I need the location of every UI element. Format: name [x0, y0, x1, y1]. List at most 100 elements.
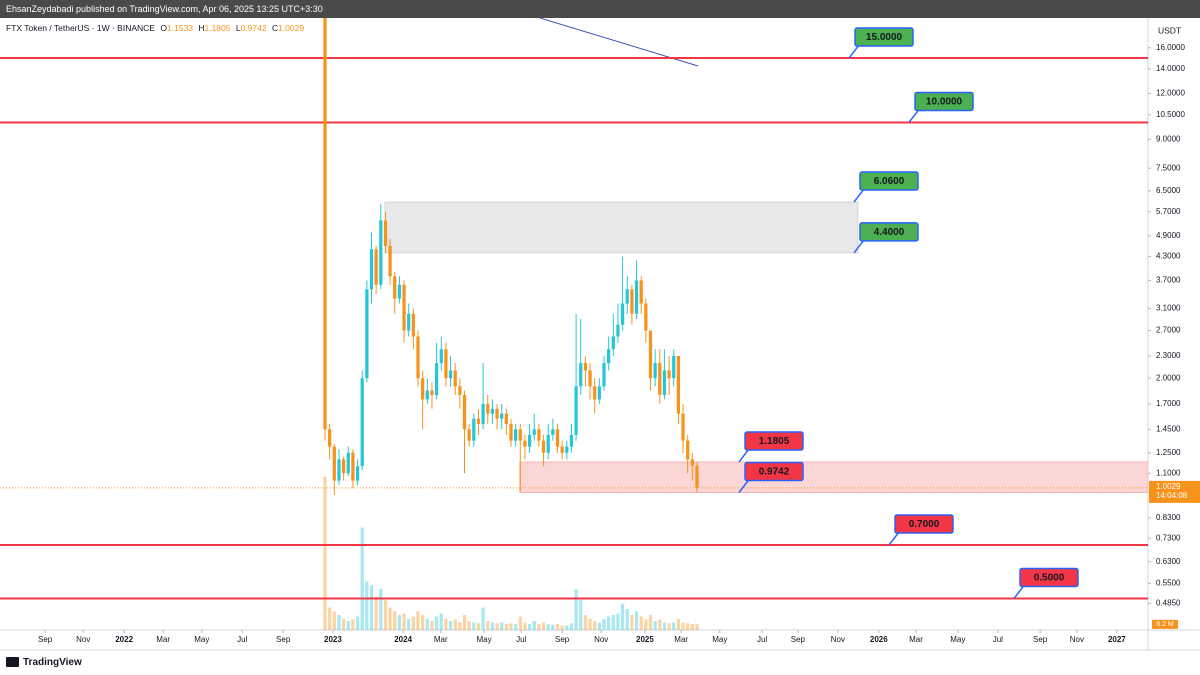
candle-body: [555, 429, 560, 447]
volume-bar: [448, 621, 453, 630]
volume-bar: [323, 476, 327, 630]
volume-badge-label: 8.2 M: [1156, 621, 1174, 628]
volume-bar: [495, 623, 499, 630]
level-label-box: [859, 222, 919, 242]
volume-bar: [328, 607, 332, 630]
volume-bar: [341, 618, 346, 630]
volume-bar: [686, 623, 690, 630]
symbol-legend: FTX Token / TetherUS · 1W · BINANCE O1.1…: [6, 23, 304, 33]
candle-body: [393, 276, 397, 299]
candle-body: [658, 363, 662, 395]
level-label-box: [914, 91, 974, 112]
volume-bar: [551, 624, 555, 630]
x-tick-label: Sep: [38, 635, 53, 644]
brand-text: TradingView: [23, 657, 82, 668]
label-pointer: [848, 44, 860, 59]
candle-body: [490, 408, 495, 414]
volume-bar: [532, 621, 536, 630]
candle-body: [383, 220, 388, 246]
volume-bar: [504, 624, 508, 630]
ohlc-value: 1.1805: [204, 23, 230, 33]
volume-badge: [1152, 619, 1178, 629]
volume-bar: [583, 615, 588, 630]
candle-body: [328, 429, 332, 447]
y-tick-label: 0.7300: [1156, 533, 1181, 542]
volume-bar: [383, 600, 388, 630]
volume-bar: [444, 618, 448, 630]
x-tick-label: Sep: [1033, 635, 1048, 644]
y-tick-label: 0.8300: [1156, 513, 1181, 522]
candle-body: [337, 459, 341, 481]
publisher-text: EhsanZeydabadi published on TradingView.…: [6, 4, 323, 14]
volume-bar: [518, 616, 522, 630]
volume-bar: [695, 623, 699, 630]
x-tick-label: Sep: [555, 635, 570, 644]
candle-body: [639, 280, 643, 304]
label-pointer: [853, 239, 865, 254]
y-tick-label: 2.3000: [1156, 351, 1181, 360]
volume-bar: [393, 611, 397, 630]
candle-body: [355, 466, 360, 481]
level-label: 4.4000: [874, 227, 905, 238]
volume-bar: [611, 615, 615, 630]
ohlc-prefix: H: [198, 23, 204, 33]
volume-bar: [374, 596, 378, 630]
volume-bar: [472, 622, 476, 630]
candle-body: [588, 370, 592, 387]
volume-bar: [662, 622, 667, 630]
candle-body: [472, 418, 476, 441]
candle-body: [565, 446, 569, 453]
volume-bar: [490, 622, 495, 630]
ohlc-value: 1.0029: [278, 23, 304, 33]
volume-bar: [411, 616, 415, 630]
candle-body: [541, 440, 546, 453]
y-tick-label: 12.0000: [1156, 89, 1185, 98]
volume-bar: [620, 603, 625, 630]
candle-body: [625, 289, 629, 304]
plot-area: [0, 18, 1148, 630]
volume-bar: [602, 618, 606, 630]
volume-bar: [458, 622, 462, 630]
label-pointer: [853, 188, 865, 203]
candle-body: [560, 446, 564, 453]
volume-bar: [397, 615, 402, 630]
volume-bar: [667, 623, 671, 630]
volume-bar: [546, 624, 550, 630]
candle-body: [379, 220, 383, 285]
candle-body: [551, 429, 555, 435]
volume-bar: [681, 622, 685, 630]
y-tick-label: 1.7000: [1156, 399, 1181, 408]
y-tick-label: 6.5000: [1156, 186, 1181, 195]
volume-bar: [407, 618, 411, 630]
candle-body: [583, 363, 588, 371]
price-badge-countdown: 14:04:08: [1156, 491, 1188, 500]
y-tick-label: 5.7000: [1156, 207, 1181, 216]
volume-bar: [346, 621, 350, 630]
candle-body: [667, 370, 671, 379]
candle-body: [597, 386, 601, 400]
volume-bar: [639, 616, 643, 630]
volume-bar: [509, 623, 513, 630]
y-tick-label: 4.9000: [1156, 231, 1181, 240]
label-pointer: [888, 531, 900, 546]
candle-body: [351, 452, 355, 481]
volume-bar: [369, 585, 374, 630]
volume-bar: [579, 600, 583, 630]
volume-bar: [365, 581, 369, 630]
volume-bar: [630, 615, 634, 630]
volume-bar: [537, 624, 541, 630]
candle-body: [434, 363, 439, 395]
candle-body: [365, 289, 369, 379]
candle-body: [537, 429, 541, 441]
y-tick-label: 1.2500: [1156, 448, 1181, 457]
volume-bar: [644, 619, 648, 630]
candle-body: [346, 452, 350, 474]
candle-body: [388, 245, 392, 277]
candle-body: [662, 370, 667, 395]
volume-bar: [514, 624, 518, 630]
x-tick-label: Mar: [434, 635, 448, 644]
volume-bar: [653, 621, 657, 630]
y-tick-label: 4.3000: [1156, 252, 1181, 261]
